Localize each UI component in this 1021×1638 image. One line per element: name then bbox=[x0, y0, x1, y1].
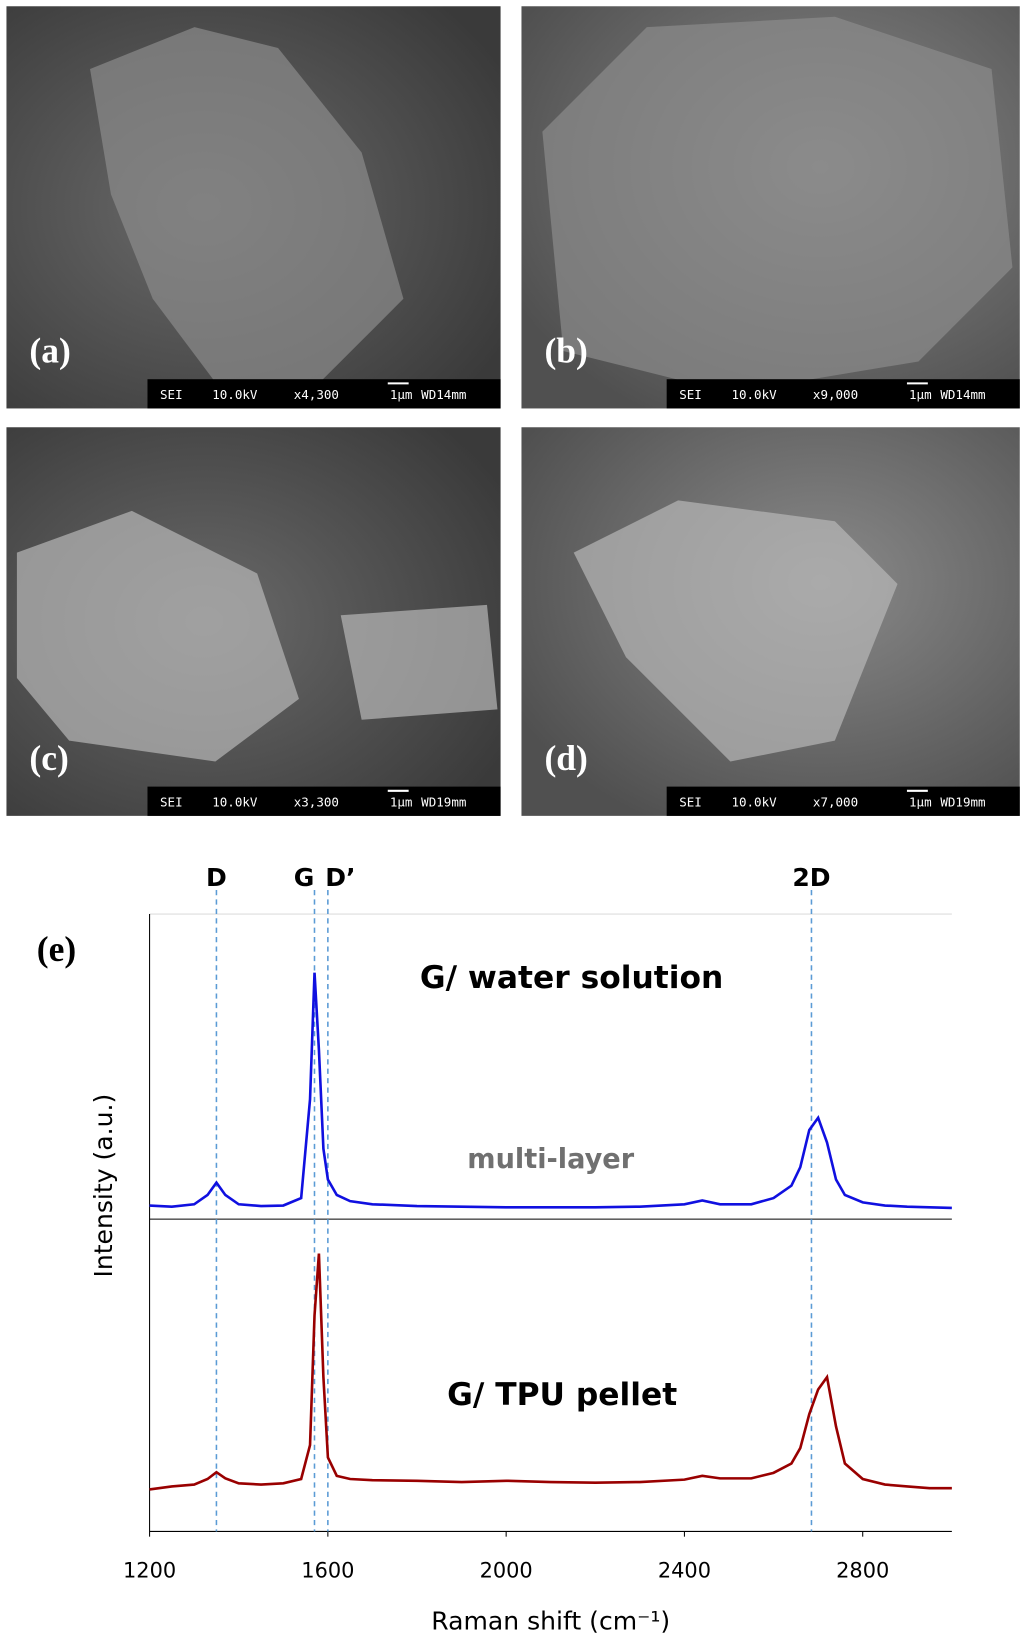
peak-label: D’ bbox=[325, 863, 355, 892]
x-tick-label: 1600 bbox=[301, 1558, 354, 1582]
x-tick-label: 2000 bbox=[480, 1558, 533, 1582]
sem-image: SEI 10.0kV x3,300 1μm WD19mm (c) bbox=[6, 427, 500, 816]
info-text: 1μm bbox=[390, 387, 413, 402]
info-text: x7,000 bbox=[813, 794, 858, 809]
info-text: x4,300 bbox=[294, 387, 339, 402]
x-axis-label: Raman shift (cm⁻¹) bbox=[431, 1607, 670, 1636]
info-text: 1μm bbox=[909, 794, 932, 809]
x-tick-label: 2800 bbox=[836, 1558, 889, 1582]
info-text: 1μm bbox=[909, 387, 932, 402]
info-text: x9,000 bbox=[813, 387, 858, 402]
info-text: 1μm bbox=[390, 794, 413, 809]
y-axis-label: Intensity (a.u.) bbox=[89, 1094, 118, 1278]
sem-image: SEI 10.0kV x7,000 1μm WD19mm (d) bbox=[521, 427, 1019, 816]
sem-image: SEI 10.0kV x4,300 1μm WD14mm (a) bbox=[6, 6, 500, 408]
info-text: x3,300 bbox=[294, 794, 339, 809]
figure: SEI 10.0kV x4,300 1μm WD14mm (a) SEI 10.0kV x9,0… bbox=[0, 0, 1021, 1638]
peak-label: 2D bbox=[792, 863, 830, 892]
x-tick-label: 2400 bbox=[658, 1558, 711, 1582]
series-label: G/ water solution bbox=[420, 960, 723, 996]
series-label: G/ TPU pellet bbox=[447, 1377, 677, 1413]
info-text: 10.0kV bbox=[731, 794, 777, 809]
info-text: 10.0kV bbox=[212, 387, 258, 402]
panel-label: (c) bbox=[29, 738, 68, 778]
info-text: 10.0kV bbox=[731, 387, 777, 402]
info-text: SEI bbox=[160, 794, 183, 809]
info-text: WD14mm bbox=[940, 387, 985, 402]
peak-label: D bbox=[206, 863, 227, 892]
info-text: WD19mm bbox=[421, 794, 466, 809]
spectrum-line bbox=[150, 1254, 952, 1490]
info-text: SEI bbox=[679, 387, 702, 402]
panel-label: (d) bbox=[544, 738, 587, 778]
panel-label: (e) bbox=[37, 929, 76, 969]
info-text: SEI bbox=[160, 387, 183, 402]
info-text: WD19mm bbox=[940, 794, 985, 809]
x-tick-label: 1200 bbox=[123, 1558, 176, 1582]
info-text: WD14mm bbox=[421, 387, 466, 402]
panel-label: (b) bbox=[544, 330, 587, 370]
sem-image: SEI 10.0kV x9,000 1μm WD14mm (b) bbox=[521, 6, 1019, 408]
annotation: multi-layer bbox=[467, 1144, 634, 1175]
info-text: SEI bbox=[679, 794, 702, 809]
peak-label: G bbox=[294, 863, 315, 892]
info-text: 10.0kV bbox=[212, 794, 258, 809]
sem-particle bbox=[542, 17, 1012, 393]
panel-label: (a) bbox=[29, 330, 70, 370]
